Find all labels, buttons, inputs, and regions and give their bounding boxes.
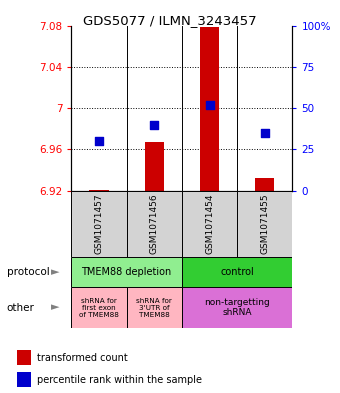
Text: GSM1071456: GSM1071456 [150, 194, 159, 254]
Bar [89, 189, 109, 191]
Text: other: other [7, 303, 35, 312]
Bar [144, 142, 164, 191]
Bar [71, 191, 126, 257]
Bar [17, 372, 31, 387]
Text: shRNA for
3'UTR of
TMEM88: shRNA for 3'UTR of TMEM88 [136, 298, 172, 318]
Bar [182, 287, 292, 328]
Point [152, 121, 157, 128]
Text: TMEM88 depletion: TMEM88 depletion [82, 267, 172, 277]
Bar [255, 178, 274, 191]
Text: transformed count: transformed count [37, 353, 128, 363]
Bar [182, 257, 292, 287]
Text: protocol: protocol [7, 267, 50, 277]
Text: GDS5077 / ILMN_3243457: GDS5077 / ILMN_3243457 [83, 14, 257, 27]
Bar [71, 257, 182, 287]
Bar [17, 350, 31, 365]
Point [207, 102, 212, 108]
Bar [71, 287, 126, 328]
Text: shRNA for
first exon
of TMEM88: shRNA for first exon of TMEM88 [79, 298, 119, 318]
Bar [200, 27, 219, 191]
Text: ►: ► [51, 303, 60, 312]
Bar [237, 191, 292, 257]
Text: GSM1071455: GSM1071455 [260, 194, 269, 254]
Text: percentile rank within the sample: percentile rank within the sample [37, 375, 202, 385]
Text: control: control [220, 267, 254, 277]
Bar [182, 191, 237, 257]
Text: GSM1071454: GSM1071454 [205, 194, 214, 254]
Bar [126, 191, 182, 257]
Text: non-targetting
shRNA: non-targetting shRNA [204, 298, 270, 317]
Text: GSM1071457: GSM1071457 [95, 194, 103, 254]
Point [262, 130, 268, 136]
Bar [126, 287, 182, 328]
Text: ►: ► [51, 267, 60, 277]
Point [96, 138, 102, 144]
